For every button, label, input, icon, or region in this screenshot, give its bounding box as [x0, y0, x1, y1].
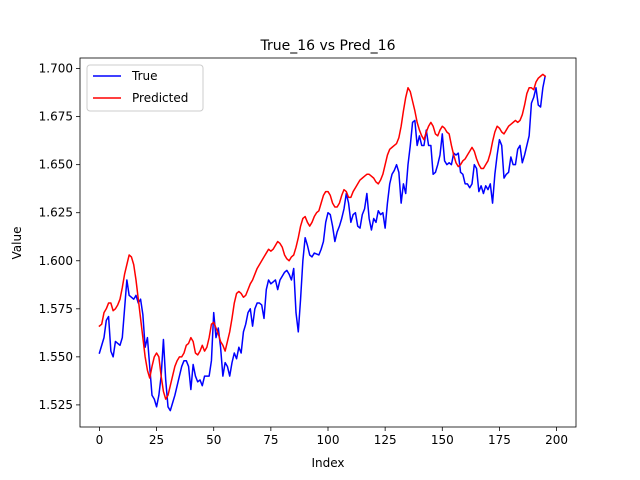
y-tick-label: 1.625	[39, 206, 73, 220]
y-tick-label: 1.525	[39, 398, 73, 412]
legend-label-predicted: Predicted	[132, 91, 188, 105]
y-tick-label: 1.575	[39, 302, 73, 316]
y-axis-label: Value	[10, 227, 24, 260]
chart-title: True_16 vs Pred_16	[260, 38, 396, 54]
x-tick-label: 50	[206, 433, 221, 447]
y-tick-label: 1.650	[39, 158, 73, 172]
y-tick-label: 1.600	[39, 254, 73, 268]
legend: True Predicted	[86, 64, 204, 112]
x-axis-label: Index	[311, 456, 344, 470]
x-tick-label: 150	[431, 433, 454, 447]
x-tick-label: 0	[96, 433, 104, 447]
y-tick-label: 1.675	[39, 110, 73, 124]
x-tick-label: 175	[488, 433, 511, 447]
series-line-true	[98, 75, 547, 412]
legend-label-true: True	[131, 69, 158, 83]
y-tick-label: 1.700	[39, 62, 73, 76]
x-tick-label: 75	[263, 433, 278, 447]
x-tick-label: 25	[149, 433, 164, 447]
x-tick-label: 100	[317, 433, 340, 447]
series-line-predicted	[98, 73, 547, 400]
y-tick-label: 1.550	[39, 350, 73, 364]
plot-area: 0 25 50 75 100 125 150 175 200 1.525 1.550 1.575 1.6…	[39, 57, 577, 447]
x-tick-label: 200	[545, 433, 568, 447]
x-tick-label: 125	[374, 433, 397, 447]
